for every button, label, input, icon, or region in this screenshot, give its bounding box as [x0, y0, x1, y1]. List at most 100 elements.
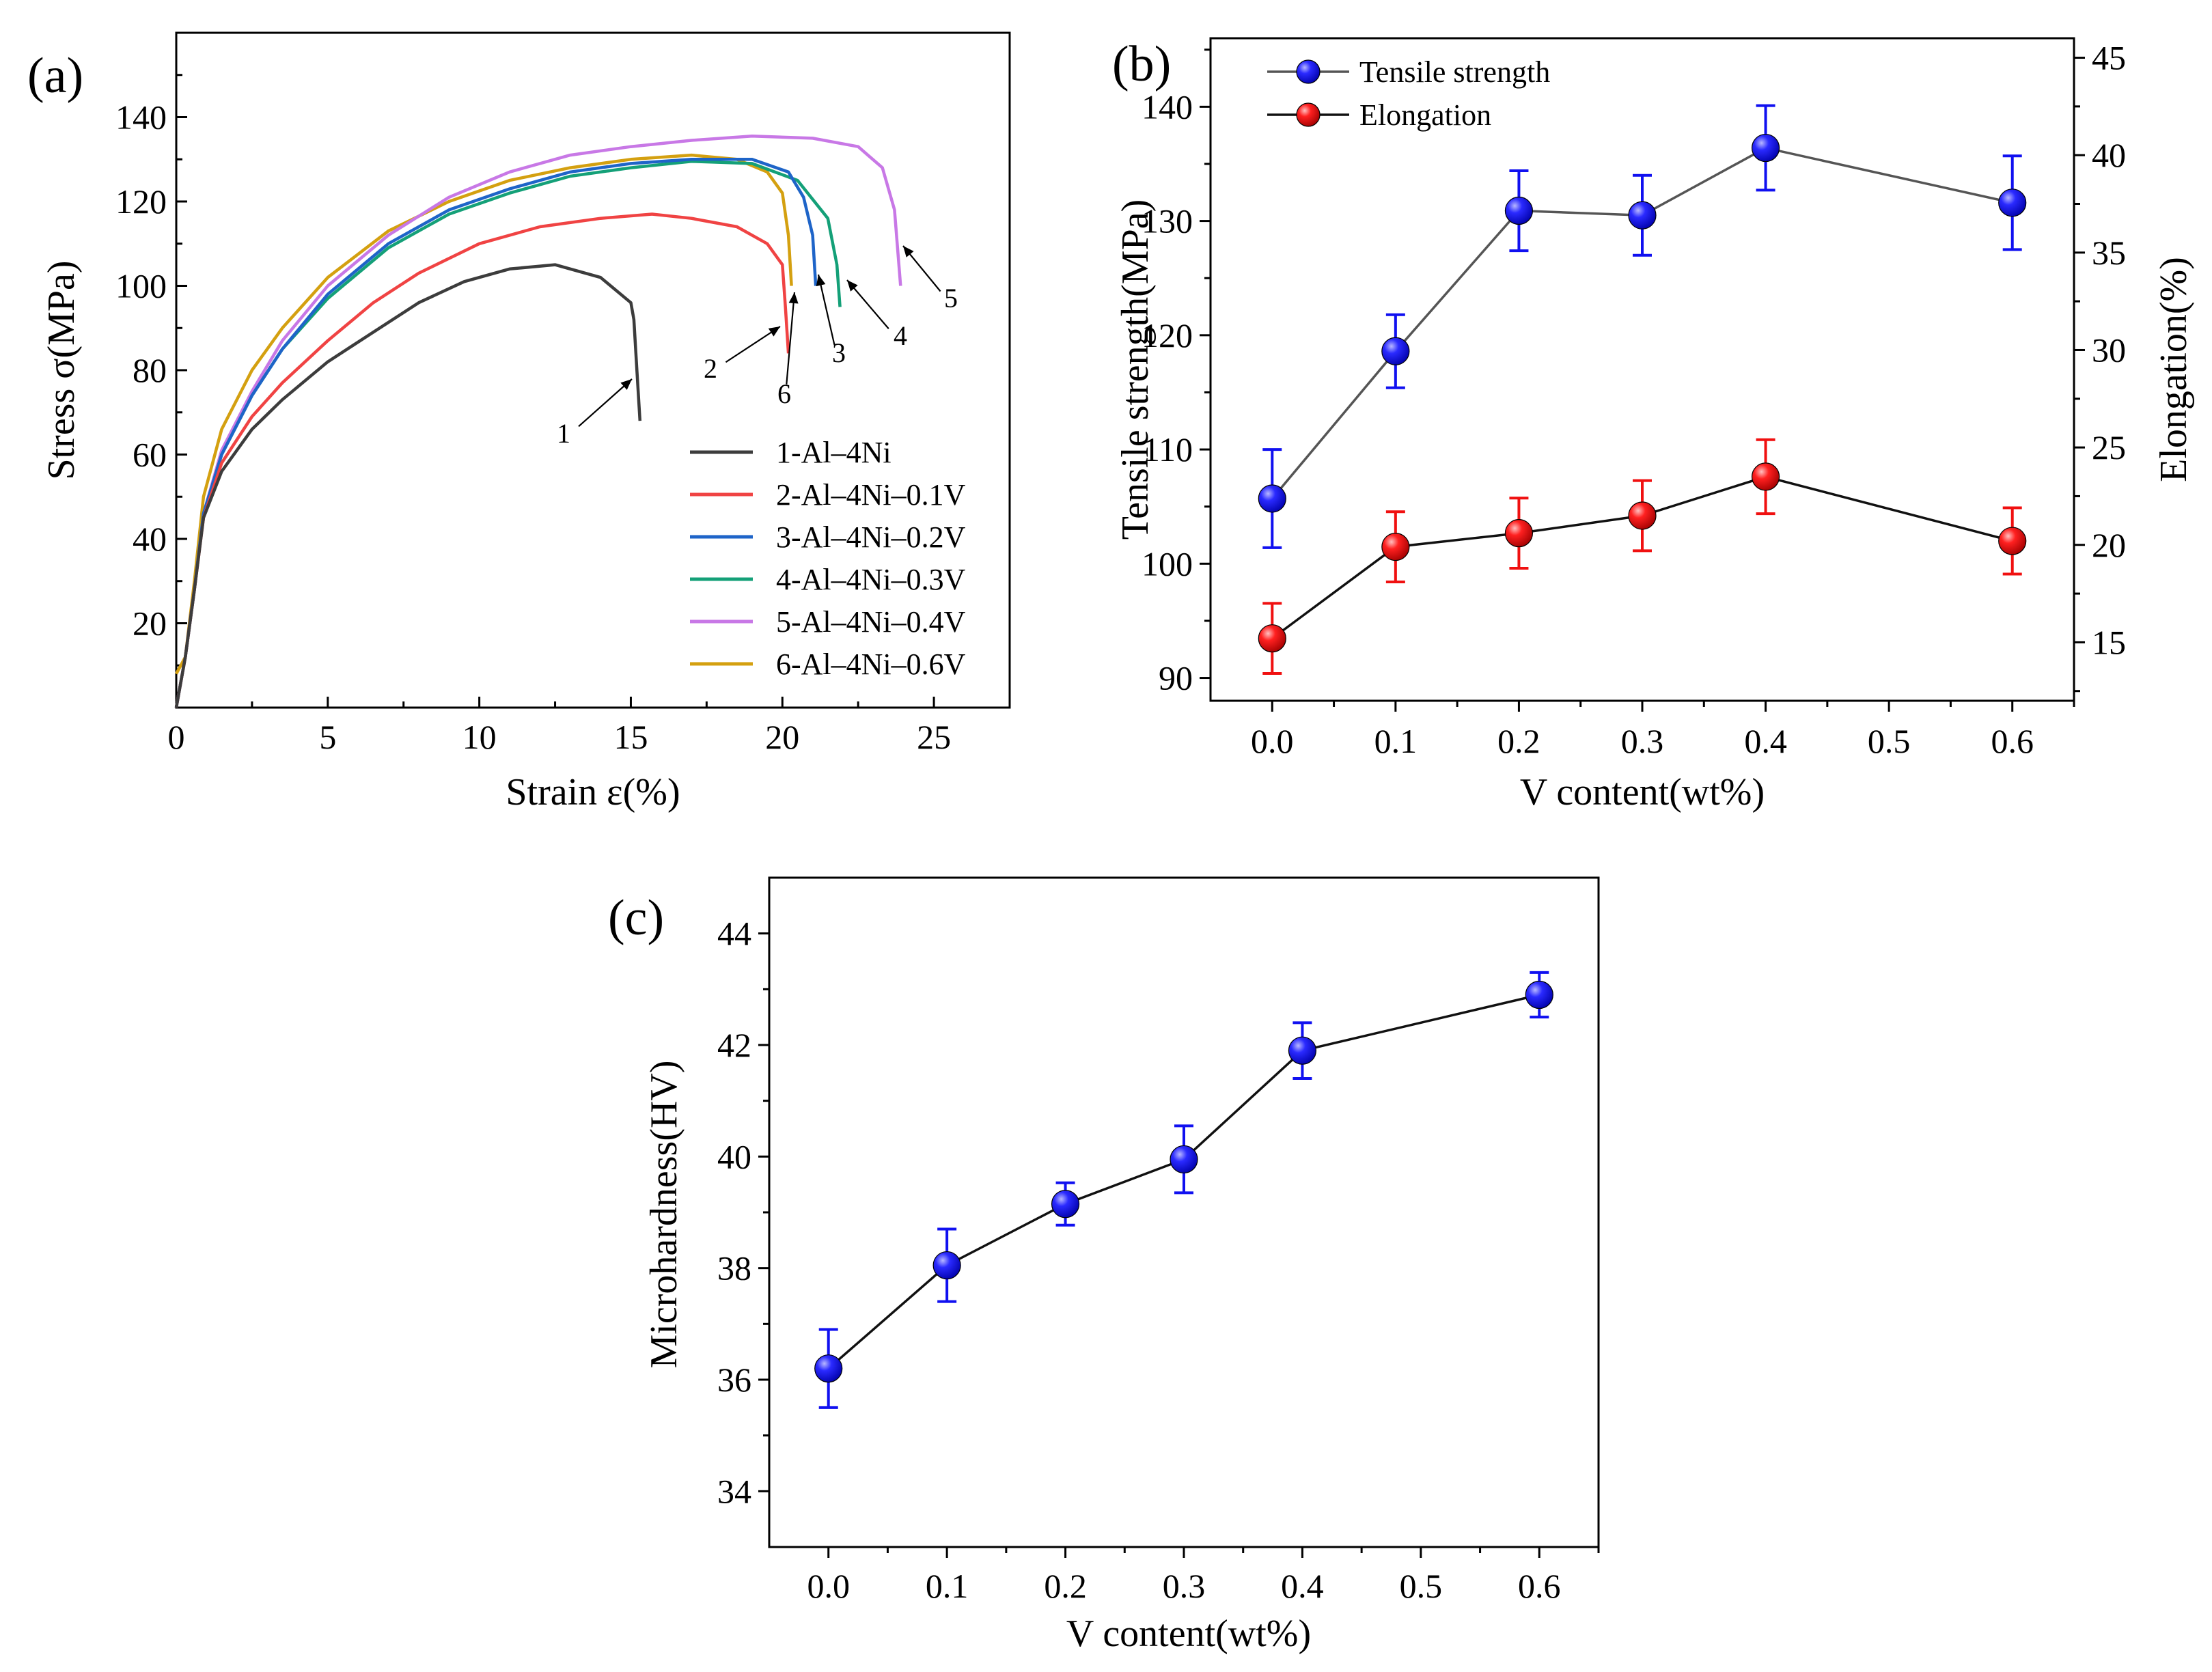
x-tick-label: 0.3 — [1163, 1567, 1206, 1605]
y-right-tick-label: 45 — [2092, 39, 2126, 77]
y-tick-label: 40 — [133, 520, 167, 558]
y-tick-label: 20 — [133, 604, 167, 643]
panel-b-right-axis-title: Elongation(%) — [2153, 257, 2195, 482]
x-tick-label: 0.3 — [1621, 722, 1664, 760]
y-tick-label: 90 — [1159, 659, 1193, 697]
curve-label-5: 5 — [944, 283, 958, 314]
y-tick-label: 34 — [717, 1472, 751, 1510]
tensile-strength-point — [1998, 189, 2027, 217]
y-tick-label: 140 — [115, 98, 167, 137]
panel-a-annotations: 1 2 3 4 5 6 — [557, 245, 958, 449]
panel-a-ticks: 0 5 10 15 20 25 20 40 60 80 100 120 140 — [115, 74, 951, 756]
stress-strain-curve-4 — [174, 160, 842, 708]
x-tick-label: 10 — [462, 718, 497, 756]
curve-label-arrowhead — [788, 292, 799, 304]
elongation-line — [1271, 475, 2013, 640]
y-tick-label: 120 — [115, 182, 167, 221]
curve-label-arrowhead — [847, 280, 858, 292]
tensile-strength-point — [1628, 201, 1657, 229]
x-tick-label: 0.0 — [807, 1567, 850, 1605]
elongation-point — [1998, 527, 2027, 555]
y-tick-label: 100 — [1142, 544, 1193, 583]
y-right-tick-label: 15 — [2092, 623, 2126, 661]
tensile-strength-point — [1381, 337, 1410, 365]
x-tick-label: 15 — [613, 718, 648, 756]
y-right-tick-label: 25 — [2092, 428, 2126, 466]
y-right-tick-label: 30 — [2092, 331, 2126, 369]
panel-b-legend: Tensile strength Elongation — [1267, 55, 1550, 132]
x-tick-label: 0.6 — [1991, 722, 2034, 760]
microhardness-point — [1525, 980, 1553, 1009]
legend-label-1: Tensile strength — [1359, 55, 1550, 89]
panel-c-x-axis-title: V content(wt%) — [1066, 1613, 1311, 1655]
stress-strain-curve-2 — [174, 212, 790, 708]
x-tick-label: 5 — [319, 718, 336, 756]
curve-label-1: 1 — [557, 418, 570, 449]
x-tick-label: 0.2 — [1044, 1567, 1087, 1605]
x-tick-label: 0.5 — [1868, 722, 1911, 760]
tensile-strength-point — [1751, 133, 1780, 163]
panel-b-x-axis-title: V content(wt%) — [1520, 771, 1765, 813]
panel-a: (a) 0 5 10 15 20 25 20 40 60 80 100 120 140 1 2 3 4 5 6 1… — [27, 31, 1011, 813]
microhardness-point — [1170, 1145, 1198, 1174]
curve-label-arrow — [817, 274, 835, 345]
x-tick-label: 25 — [917, 718, 951, 756]
tensile-strength-line — [1271, 146, 2013, 500]
panel-a-curves — [174, 135, 902, 708]
y-tick-label: 130 — [1142, 202, 1193, 240]
y-right-tick-label: 20 — [2092, 526, 2126, 564]
x-tick-label: 0.1 — [926, 1567, 969, 1605]
x-tick-label: 0.4 — [1744, 722, 1787, 760]
x-tick-label: 0.0 — [1251, 722, 1294, 760]
panel-a-y-axis-title: Stress σ(MPa) — [40, 260, 83, 479]
legend-label-5: 5-Al–4Ni–0.4V — [776, 605, 966, 639]
panel-c-plot-frame — [768, 876, 1600, 1548]
curve-label-arrow — [786, 292, 796, 385]
panel-b-series — [1258, 104, 2027, 675]
elongation-point — [1258, 624, 1286, 653]
x-tick-label: 0 — [168, 718, 185, 756]
curve-label-3: 3 — [832, 337, 846, 368]
x-tick-label: 0.4 — [1281, 1567, 1324, 1605]
panel-b-y-axis-title: Tensile strength(MPa) — [1114, 199, 1157, 540]
elongation-point — [1628, 501, 1657, 530]
curve-label-4: 4 — [894, 320, 907, 351]
panel-b-ticks: 0.0 0.1 0.2 0.3 0.4 0.5 0.6 90 100 110 120 130 140 15… — [1142, 39, 2126, 760]
y-tick-label: 60 — [133, 436, 167, 474]
legend-marker-2 — [1296, 102, 1321, 127]
curve-label-arrowhead — [816, 275, 826, 287]
microhardness-line — [827, 993, 1540, 1370]
microhardness-point — [1051, 1190, 1080, 1218]
legend-label-6: 6-Al–4Ni–0.6V — [776, 647, 966, 681]
panel-a-legend: 1-Al–4Ni 2-Al–4Ni–0.1V 3-Al–4Ni–0.2V 4-Al–4… — [690, 436, 966, 681]
panel-b: (b) 0.0 0.1 0.2 0.3 0.4 0.5 0.6 90 100 110 120 130 1… — [1112, 36, 2195, 813]
y-tick-label: 80 — [133, 351, 167, 389]
microhardness-point — [1288, 1036, 1317, 1065]
elongation-point — [1504, 519, 1534, 548]
x-tick-label: 0.2 — [1497, 722, 1540, 760]
tensile-strength-point — [1258, 484, 1286, 513]
legend-marker-1 — [1296, 59, 1321, 84]
legend-label-2: Elongation — [1359, 98, 1491, 132]
curve-label-arrowhead — [903, 246, 914, 257]
y-tick-label: 38 — [717, 1249, 751, 1287]
y-tick-label: 140 — [1142, 87, 1193, 126]
legend-label-2: 2-Al–4Ni–0.1V — [776, 478, 966, 512]
stress-strain-curve-1 — [174, 263, 642, 708]
stress-strain-curve-6 — [175, 153, 793, 675]
panel-c: (c) 0.0 0.1 0.2 0.3 0.4 0.5 0.6 34 36 38 40 42 44 V … — [608, 876, 1600, 1655]
x-tick-label: 0.1 — [1374, 722, 1418, 760]
y-tick-label: 120 — [1142, 316, 1193, 354]
legend-label-3: 3-Al–4Ni–0.2V — [776, 520, 966, 554]
stress-strain-curve-3 — [174, 158, 818, 708]
panel-c-y-axis-title: Microhardness(HV) — [643, 1061, 685, 1369]
panel-b-label: (b) — [1112, 36, 1171, 92]
curve-label-arrowhead — [768, 326, 780, 337]
tensile-strength-point — [1504, 196, 1534, 225]
curve-label-arrowhead — [620, 379, 632, 390]
y-tick-label: 36 — [717, 1361, 751, 1399]
y-tick-label: 110 — [1143, 430, 1193, 469]
panel-a-label: (a) — [27, 48, 83, 104]
curve-label-arrow — [578, 378, 633, 428]
